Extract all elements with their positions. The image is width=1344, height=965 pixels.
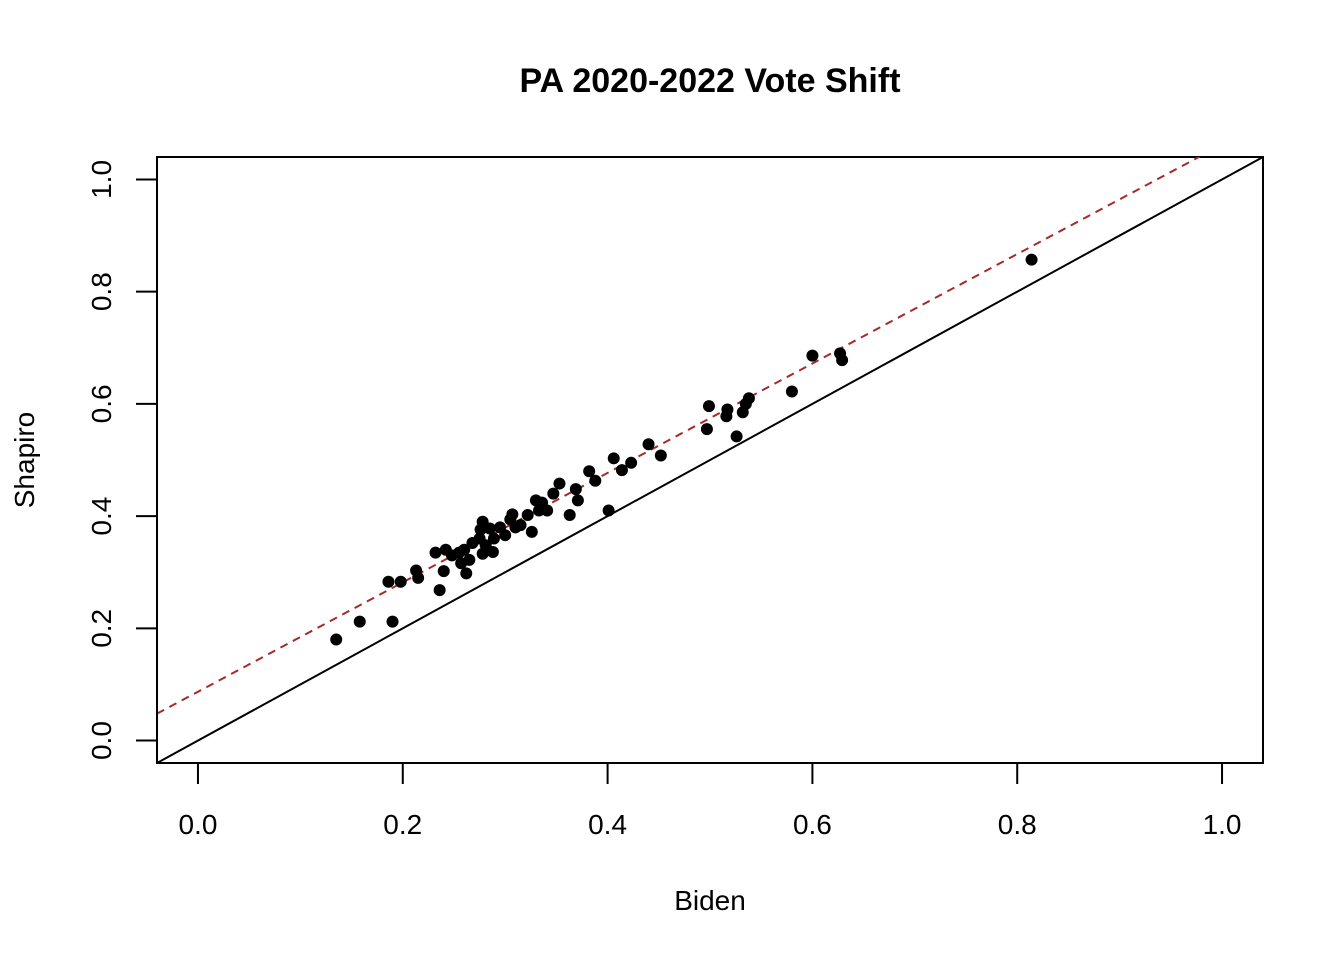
data-point xyxy=(429,546,442,559)
data-point xyxy=(514,519,527,532)
data-point xyxy=(625,456,638,469)
data-point xyxy=(589,474,602,487)
data-point xyxy=(437,565,450,578)
data-point xyxy=(541,504,554,517)
data-point xyxy=(487,532,500,545)
data-point xyxy=(386,615,399,628)
data-point xyxy=(569,483,582,496)
data-point xyxy=(654,449,667,462)
data-point xyxy=(642,438,655,451)
data-point xyxy=(553,477,566,490)
x-tick-label: 0.0 xyxy=(178,809,217,840)
data-point xyxy=(433,584,446,597)
data-point xyxy=(721,403,734,416)
x-tick-label: 0.8 xyxy=(998,809,1037,840)
data-point xyxy=(836,354,849,367)
x-tick-label: 0.6 xyxy=(793,809,832,840)
data-point xyxy=(730,430,743,443)
data-point xyxy=(460,567,473,580)
data-point xyxy=(394,575,407,588)
data-point xyxy=(547,487,560,500)
data-point xyxy=(607,452,620,465)
y-axis-label: Shapiro xyxy=(9,412,40,509)
y-axis: 0.0 0.2 0.4 0.6 0.8 1.0 xyxy=(86,160,158,760)
data-point xyxy=(785,385,798,398)
data-point xyxy=(1025,253,1038,266)
data-point xyxy=(499,529,512,542)
data-point xyxy=(615,464,628,477)
data-point xyxy=(330,633,343,646)
data-point xyxy=(571,494,584,507)
chart-title: PA 2020-2022 Vote Shift xyxy=(519,62,900,100)
data-point xyxy=(742,392,755,405)
data-point xyxy=(525,525,538,538)
data-point xyxy=(563,508,576,521)
data-point xyxy=(412,571,425,584)
data-point xyxy=(700,423,713,436)
x-axis: 0.0 0.2 0.4 0.6 0.8 1.0 xyxy=(178,762,1242,840)
data-point xyxy=(463,553,476,566)
x-tick-label: 1.0 xyxy=(1203,809,1242,840)
y-tick-label: 1.0 xyxy=(86,160,117,199)
y-tick-label: 0.6 xyxy=(86,384,117,423)
data-point xyxy=(458,543,471,556)
data-points xyxy=(330,253,1038,646)
data-point xyxy=(382,575,395,588)
data-point xyxy=(506,508,519,521)
y-tick-label: 0.0 xyxy=(86,721,117,760)
data-point xyxy=(353,615,366,628)
data-point xyxy=(583,465,596,478)
data-point xyxy=(521,508,534,521)
data-point xyxy=(702,400,715,413)
reference-lines xyxy=(157,157,1263,763)
y-tick-label: 0.2 xyxy=(86,609,117,648)
identity-line xyxy=(157,157,1263,763)
x-tick-label: 0.4 xyxy=(588,809,627,840)
y-tick-label: 0.8 xyxy=(86,272,117,311)
data-point xyxy=(602,504,615,517)
x-axis-label: Biden xyxy=(674,885,746,916)
data-point xyxy=(483,522,496,535)
fit-line xyxy=(157,157,1202,715)
y-tick-label: 0.4 xyxy=(86,497,117,536)
data-point xyxy=(486,546,499,559)
data-point xyxy=(806,349,819,362)
x-tick-label: 0.2 xyxy=(383,809,422,840)
